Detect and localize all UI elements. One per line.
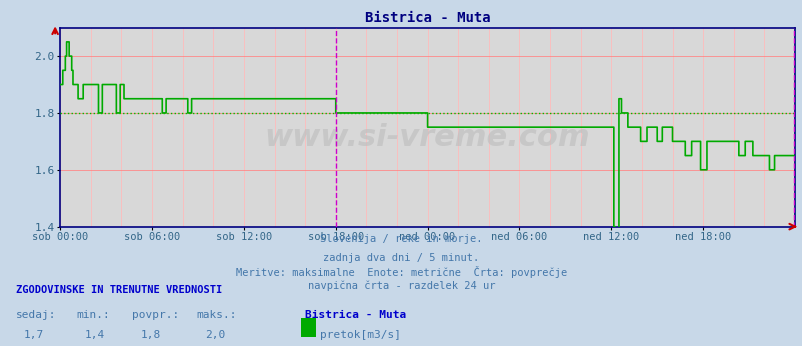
Text: 1,7: 1,7 [24,330,44,340]
Text: min.:: min.: [76,310,110,320]
Text: pretok[m3/s]: pretok[m3/s] [319,330,400,340]
Text: Bistrica - Muta: Bistrica - Muta [305,310,406,320]
Text: navpična črta - razdelek 24 ur: navpična črta - razdelek 24 ur [307,280,495,291]
Text: zadnja dva dni / 5 minut.: zadnja dva dni / 5 minut. [323,253,479,263]
Text: Slovenija / reke in morje.: Slovenija / reke in morje. [320,234,482,244]
Text: www.si-vreme.com: www.si-vreme.com [265,122,589,152]
Text: sedaj:: sedaj: [16,310,56,320]
Text: 1,4: 1,4 [84,330,104,340]
Text: maks.:: maks.: [196,310,237,320]
Title: Bistrica - Muta: Bistrica - Muta [364,11,490,25]
Text: 1,8: 1,8 [140,330,160,340]
Text: ZGODOVINSKE IN TRENUTNE VREDNOSTI: ZGODOVINSKE IN TRENUTNE VREDNOSTI [16,285,222,295]
Text: 2,0: 2,0 [205,330,225,340]
Text: Meritve: maksimalne  Enote: metrične  Črta: povprečje: Meritve: maksimalne Enote: metrične Črta… [236,266,566,279]
Text: povpr.:: povpr.: [132,310,180,320]
